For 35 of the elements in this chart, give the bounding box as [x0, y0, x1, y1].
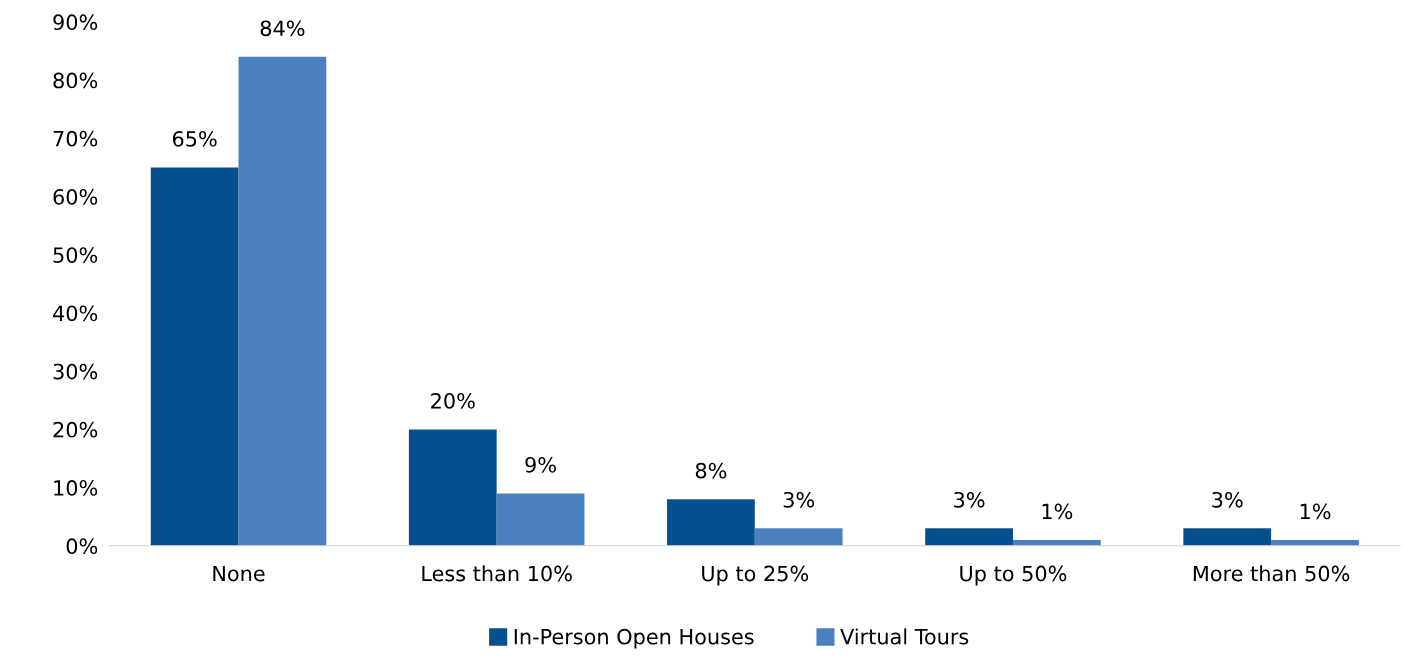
y-tick-label: 60%	[53, 189, 98, 205]
data-label: 9%	[525, 456, 556, 473]
legend-label: In-Person Open Houses	[514, 628, 754, 649]
data-label: 8%	[695, 462, 727, 479]
y-tick-label: 40%	[53, 305, 98, 322]
data-label: 1%	[1042, 503, 1073, 520]
bar	[408, 429, 497, 546]
bar	[238, 56, 327, 546]
y-tick-label: 50%	[53, 247, 98, 263]
x-tick-label: Up to 50%	[960, 565, 1067, 586]
x-tick-label: Less than 10%	[422, 565, 572, 582]
bar	[754, 528, 843, 546]
data-label: 3%	[1212, 491, 1243, 508]
y-tick-label: 10%	[54, 480, 98, 496]
y-tick-label: 90%	[53, 14, 98, 31]
x-tick-label: None	[213, 565, 265, 582]
data-label: 3%	[783, 491, 815, 508]
bar	[667, 499, 755, 546]
x-tick-label: Up to 25%	[702, 565, 809, 586]
y-tick-label: 80%	[53, 72, 98, 89]
y-tick-label: 30%	[53, 363, 98, 380]
y-tick-label: 70%	[53, 130, 98, 147]
data-label: 20%	[431, 392, 475, 409]
bar	[496, 493, 585, 546]
bar	[150, 167, 239, 546]
bar	[1183, 528, 1272, 546]
bar	[925, 528, 1013, 546]
legend-label: Virtual Tours	[840, 628, 969, 645]
y-tick-label: 0%	[66, 538, 98, 555]
data-label: 65%	[172, 130, 217, 147]
data-label: 84%	[260, 20, 305, 37]
data-label: 1%	[1300, 503, 1331, 520]
data-label: 3%	[954, 491, 985, 508]
x-tick-label: More than 50%	[1193, 565, 1350, 582]
y-tick-label: 20%	[53, 421, 98, 438]
